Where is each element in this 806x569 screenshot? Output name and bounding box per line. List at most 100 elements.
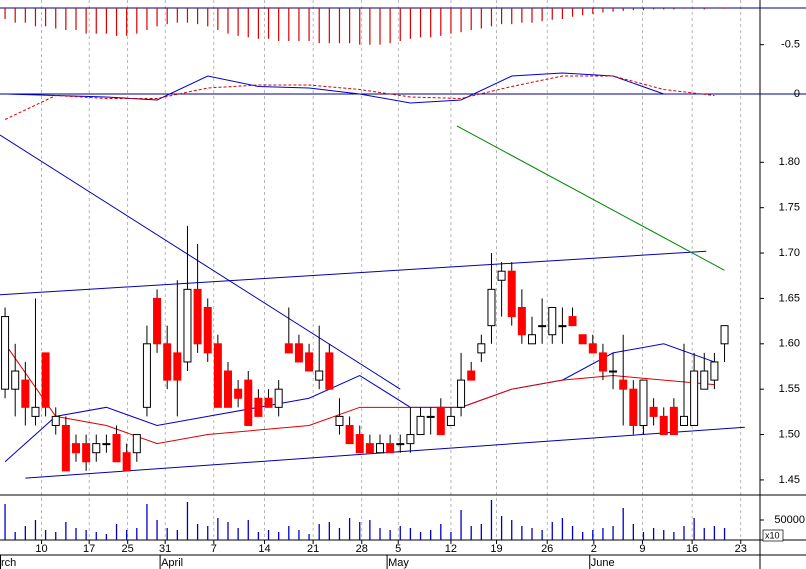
candle-body (355, 434, 364, 454)
x-tick-label: 9 (639, 543, 645, 555)
candle-body (203, 307, 212, 354)
x-tick-label: 25 (122, 543, 134, 555)
candle-body (315, 370, 324, 381)
x-tick-label: 16 (686, 543, 698, 555)
candle-body (659, 415, 668, 436)
candle-body (284, 343, 293, 354)
candle-body (11, 370, 20, 390)
x-tick-label: 19 (490, 543, 502, 555)
candle-body (153, 297, 162, 345)
x-tick-label: 14 (258, 543, 270, 555)
x-tick-label: 12 (445, 543, 457, 555)
month-label: April (161, 557, 183, 569)
x-tick-label: 28 (356, 543, 368, 555)
candle-body (558, 325, 567, 328)
candle-body (244, 379, 253, 426)
x-tick-label: 26 (541, 543, 553, 555)
candle-body (376, 443, 384, 454)
candle-body (92, 443, 101, 454)
multiplier-box (762, 529, 784, 542)
candle-body (122, 452, 131, 472)
candle-body (72, 443, 80, 454)
candle-body (31, 406, 40, 417)
candle-body (274, 388, 283, 408)
x-tick-label: 10 (35, 543, 47, 555)
candle-body (517, 307, 526, 336)
y-tick-label: 1.50 (779, 428, 800, 440)
candle-body (416, 415, 425, 436)
trendline (456, 125, 725, 271)
macd-line (5, 72, 715, 104)
y-tick-label: 0 (794, 88, 800, 100)
candle-body (578, 334, 587, 345)
candle-body (41, 352, 50, 408)
candle-body (598, 352, 607, 372)
candle-body (609, 370, 618, 373)
candle-body (639, 379, 648, 426)
trendline (0, 134, 401, 390)
candle-body (132, 434, 141, 454)
candle-body (629, 388, 638, 426)
candle-body (477, 343, 486, 354)
y-tick-label: 1.70 (779, 247, 800, 259)
candle-body (163, 343, 172, 381)
candle-body (528, 334, 536, 345)
candle-body (588, 343, 597, 354)
candle-body (467, 370, 476, 381)
macd-line (4, 75, 715, 120)
y-tick-label: 50000 (774, 514, 805, 526)
candle-body (487, 288, 496, 327)
candle-body (345, 424, 354, 445)
candle-body (193, 288, 202, 345)
y-tick-label: 1.80 (779, 156, 800, 168)
candle-body (386, 443, 395, 454)
candle-body (365, 443, 374, 454)
candle-body (649, 406, 658, 417)
x-tick-label: 5 (395, 543, 401, 555)
candle-body (305, 352, 314, 372)
candle-body (1, 316, 10, 390)
candle-body (173, 352, 182, 381)
x-tick-label: 2 (591, 543, 597, 555)
x-tick-label: 21 (307, 543, 319, 555)
candle-body (224, 370, 232, 408)
y-tick-label: 1.65 (779, 292, 800, 304)
candle-body (700, 370, 709, 390)
candle-body (21, 379, 30, 408)
candle-body (710, 361, 719, 381)
candle-body (446, 415, 455, 426)
candle-body (507, 270, 516, 318)
candle-body (548, 307, 557, 336)
candle-body (82, 443, 91, 463)
candle-body (213, 343, 222, 408)
y-tick-label: -0.5 (781, 39, 800, 51)
candle-body (680, 415, 688, 426)
candle-body (102, 443, 111, 446)
candle-body (690, 370, 699, 426)
candle-body (568, 316, 577, 327)
candle-body (234, 388, 243, 399)
x-tick-label: 7 (211, 543, 217, 555)
candle-body (426, 415, 435, 418)
candle-body (619, 379, 628, 390)
y-tick-label: 1.45 (779, 474, 800, 486)
candle-body (142, 343, 151, 408)
y-tick-label: 1.60 (779, 338, 800, 350)
candle-body (538, 325, 547, 328)
candle-body (406, 434, 415, 445)
candle-body (112, 434, 121, 463)
y-tick-label: 1.75 (779, 202, 800, 214)
trendline (0, 250, 707, 296)
candle-body (294, 343, 303, 363)
candle-body (335, 415, 344, 426)
candle-body (457, 379, 466, 408)
candle-body (436, 406, 445, 436)
x-tick-label: 31 (159, 543, 171, 555)
candle-body (254, 397, 263, 417)
moving-average (4, 343, 715, 463)
candle-body (669, 406, 678, 436)
multiplier-label: x10 (765, 530, 780, 540)
x-tick-label: 23 (735, 543, 747, 555)
x-tick-label: 17 (83, 543, 95, 555)
